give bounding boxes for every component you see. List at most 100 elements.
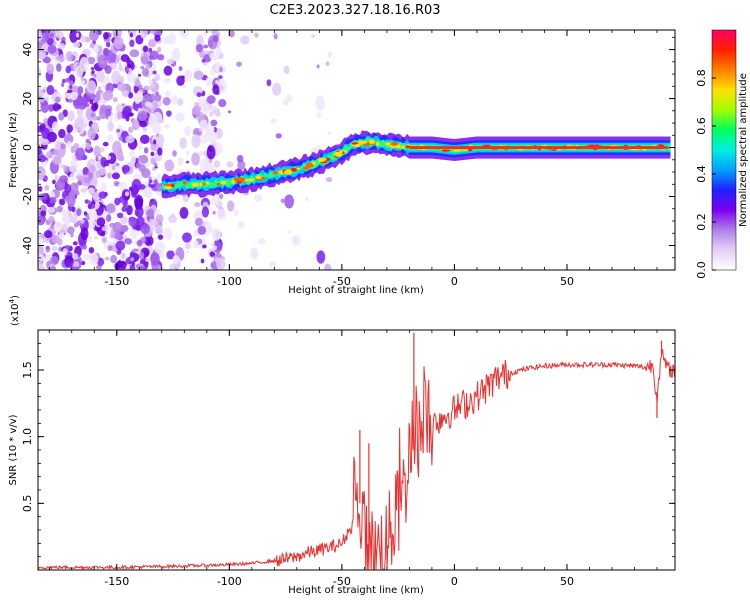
spectrogram-noise-blob — [59, 163, 65, 169]
spectrogram-noise-blob — [56, 63, 62, 72]
spectrogram-noise-blob — [128, 264, 136, 270]
spectrogram-noise-blob — [237, 160, 246, 171]
colorbar-tick-label: 0.6 — [695, 117, 708, 135]
spectrogram-noise-blob — [206, 145, 216, 160]
spectrogram-hotspot — [255, 175, 262, 180]
spectrogram-noise-blob — [200, 134, 209, 144]
spectrogram-noise-blob — [110, 240, 115, 246]
spectrogram-hotspot — [247, 178, 255, 182]
spectrogram-noise-blob — [127, 92, 134, 99]
spectrogram-noise-blob — [135, 157, 139, 163]
spectrogram-noise-blob — [52, 155, 62, 165]
spectrogram-noise-blob — [140, 52, 144, 57]
spectrogram-noise-blob — [107, 121, 114, 132]
y-tick-label: 0.5 — [21, 495, 34, 513]
spectrogram-noise-blob — [191, 134, 201, 149]
spectrogram-noise-blob — [75, 32, 79, 38]
spectrogram-frame — [37, 29, 676, 271]
spectrogram-noise-blob — [75, 183, 79, 187]
spectrogram-noise-blob — [150, 82, 155, 89]
spectrogram-noise-blob — [80, 187, 87, 193]
spectrogram-noise-blob — [194, 217, 203, 227]
spectrogram-noise-blob — [84, 199, 90, 204]
spectrogram-noise-blob — [115, 104, 122, 113]
spectrogram-noise-blob — [162, 96, 171, 106]
spectrogram-noise-blob — [80, 174, 91, 187]
spectrogram-noise-blob — [125, 264, 131, 270]
spectrogram-noise-blob — [65, 77, 70, 83]
spectrogram-noise-blob — [153, 179, 158, 185]
spectrogram-noise-blob — [142, 67, 149, 77]
spectrogram-noise-blob — [136, 162, 142, 169]
spectrogram-noise-blob — [316, 250, 326, 264]
spectrogram-noise-blob — [58, 175, 69, 184]
spectrogram-hotspot — [452, 149, 462, 152]
spectrogram-noise-blob — [195, 43, 204, 53]
spectrogram-noise-blob — [51, 121, 59, 133]
spectrogram-noise-blob — [38, 52, 46, 60]
spectrogram-noise-blob — [210, 68, 216, 76]
spectrogram-noise-blob — [113, 232, 122, 240]
spectrogram-noise-blob — [80, 260, 86, 266]
spectrogram-noise-blob — [89, 42, 95, 49]
spectrogram-noise-blob — [65, 51, 74, 62]
spectrogram-noise-blob — [163, 65, 173, 76]
spectrogram-noise-blob — [59, 231, 65, 238]
spectrogram-noise-blob — [227, 110, 232, 114]
spectrogram-noise-blob — [43, 230, 53, 239]
spectrogram-noise-blob — [148, 39, 157, 48]
snr-y-label: SNR (10 * v/v) — [8, 414, 19, 485]
spectrogram-noise-blob — [90, 67, 95, 70]
spectrogram-noise-blob — [156, 46, 162, 53]
spectrogram-noise-blob — [176, 75, 185, 86]
spectrogram-noise-blob — [209, 111, 214, 117]
spectrogram-noise-blob — [157, 95, 162, 100]
spectrogram-noise-blob — [40, 210, 47, 217]
spectrogram-noise-blob — [104, 256, 110, 261]
spectrogram-noise-blob — [137, 145, 143, 150]
spectrogram-noise-blob — [49, 196, 57, 204]
spectrogram-noise-blob — [172, 254, 180, 265]
spectrogram-hotspot — [191, 182, 199, 187]
spectrogram-noise-blob — [272, 82, 282, 96]
spectrogram-noise-blob — [184, 69, 193, 82]
spectrogram-noise-blob — [266, 79, 272, 87]
spectrogram-hotspot — [441, 149, 451, 152]
spectrogram-noise-blob — [203, 44, 209, 49]
spectrogram-noise-blob — [327, 131, 332, 135]
spectrogram-noise-blob — [144, 235, 154, 247]
spectrogram-noise-blob — [213, 160, 221, 168]
spectrogram-noise-blob — [196, 92, 202, 98]
spectrogram-noise-blob — [200, 103, 211, 115]
spectrogram-noise-blob — [43, 117, 49, 125]
spectrogram-noise-blob — [58, 246, 62, 252]
spectrogram-hotspot — [318, 157, 325, 163]
spectrogram-noise-blob — [215, 79, 219, 85]
spectrogram-noise-blob — [155, 214, 164, 223]
spectrogram-noise-blob — [209, 52, 216, 60]
spectrogram-noise-blob — [138, 84, 143, 91]
spectrogram-noise-blob — [80, 76, 84, 81]
spectrogram-noise-blob — [326, 177, 333, 183]
spectrogram-noise-blob — [185, 150, 190, 156]
spectrogram-noise-blob — [107, 116, 114, 122]
spectrogram-noise-blob — [70, 232, 74, 238]
spectrogram-noise-blob — [154, 34, 161, 42]
spectrogram-noise-blob — [103, 90, 114, 101]
spectrogram-noise-blob — [201, 58, 206, 63]
spectrogram-noise-blob — [98, 191, 107, 199]
spectrogram-noise-blob — [118, 65, 123, 72]
spectrogram-noise-blob — [99, 107, 107, 119]
spectrogram-noise-blob — [120, 110, 130, 119]
spectrogram-noise-blob — [96, 217, 106, 227]
spectrogram-noise-blob — [198, 128, 203, 132]
spectrogram-noise-blob — [72, 253, 79, 260]
spectrogram-noise-blob — [87, 162, 92, 167]
colorbar-gradient — [711, 29, 737, 271]
spectrogram-hotspot — [163, 183, 172, 187]
spectrogram-noise-blob — [67, 110, 75, 122]
spectrogram-noise-blob — [119, 154, 125, 162]
spectrogram-noise-blob — [91, 200, 96, 206]
snr-y-ticks: 0.5 1.0 1.5 — [21, 342, 675, 558]
